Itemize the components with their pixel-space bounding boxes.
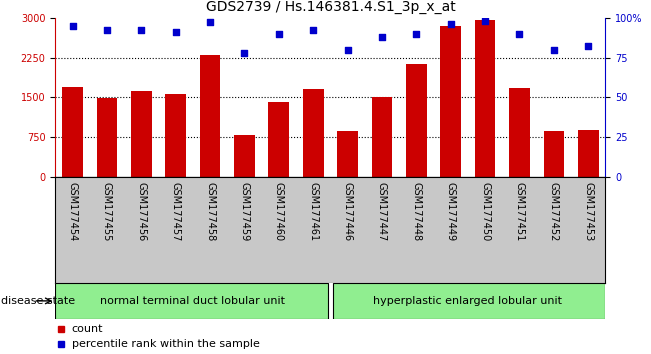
Bar [268, 102, 289, 177]
Bar [333, 283, 605, 319]
Point [514, 31, 525, 36]
Point [273, 31, 284, 36]
Bar [303, 89, 324, 177]
Point [239, 50, 249, 56]
Text: GSM177449: GSM177449 [446, 182, 456, 241]
Text: GSM177454: GSM177454 [68, 182, 77, 241]
Point [480, 18, 490, 24]
Point [102, 28, 112, 33]
Point [136, 28, 146, 33]
Bar [96, 98, 117, 177]
Point [549, 47, 559, 52]
Text: GSM177455: GSM177455 [102, 182, 112, 242]
Bar [200, 55, 220, 177]
Title: GDS2739 / Hs.146381.4.S1_3p_x_at: GDS2739 / Hs.146381.4.S1_3p_x_at [206, 0, 455, 14]
Text: GSM177458: GSM177458 [205, 182, 215, 241]
Bar [406, 64, 426, 177]
Bar [475, 20, 495, 177]
Text: GSM177460: GSM177460 [274, 182, 284, 241]
Text: GSM177452: GSM177452 [549, 182, 559, 242]
Point [583, 44, 594, 49]
Bar [234, 135, 255, 177]
Text: GSM177447: GSM177447 [377, 182, 387, 241]
Bar [440, 25, 461, 177]
Point [342, 47, 353, 52]
Bar [165, 93, 186, 177]
Text: percentile rank within the sample: percentile rank within the sample [72, 339, 260, 349]
Text: normal terminal duct lobular unit: normal terminal duct lobular unit [100, 296, 285, 306]
Text: disease state: disease state [1, 296, 75, 306]
Text: GSM177461: GSM177461 [308, 182, 318, 241]
Bar [544, 131, 564, 177]
Point [171, 29, 181, 35]
Bar [509, 88, 530, 177]
Text: GSM177448: GSM177448 [411, 182, 421, 241]
Point [411, 31, 422, 36]
Text: count: count [72, 324, 104, 333]
Point [308, 28, 318, 33]
Point [377, 34, 387, 40]
Text: GSM177459: GSM177459 [240, 182, 249, 241]
Bar [372, 97, 393, 177]
Point [445, 21, 456, 27]
Text: GSM177451: GSM177451 [514, 182, 525, 241]
Text: GSM177456: GSM177456 [136, 182, 146, 241]
Bar [55, 283, 327, 319]
Bar [578, 130, 598, 177]
Bar [62, 87, 83, 177]
Text: hyperplastic enlarged lobular unit: hyperplastic enlarged lobular unit [374, 296, 562, 306]
Text: GSM177446: GSM177446 [342, 182, 353, 241]
Bar [131, 91, 152, 177]
Bar [337, 131, 358, 177]
Point [67, 23, 77, 28]
Point [205, 19, 215, 25]
Text: GSM177453: GSM177453 [583, 182, 593, 241]
Text: GSM177450: GSM177450 [480, 182, 490, 241]
Text: GSM177457: GSM177457 [171, 182, 181, 242]
